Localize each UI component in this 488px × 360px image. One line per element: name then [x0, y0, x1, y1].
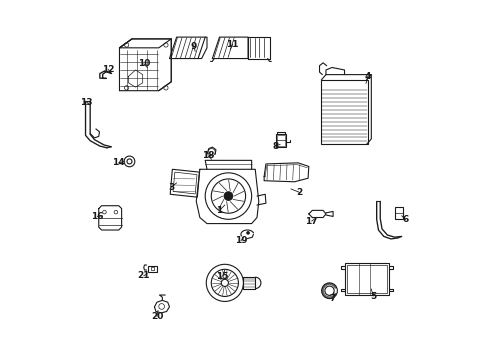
Circle shape: [221, 279, 228, 287]
Text: 7: 7: [329, 294, 335, 303]
Text: 10: 10: [137, 59, 150, 68]
Text: 14: 14: [112, 158, 125, 167]
Text: 3: 3: [168, 183, 174, 192]
Bar: [321, 80, 367, 144]
Text: 17: 17: [305, 217, 317, 226]
Text: 8: 8: [272, 141, 279, 150]
Text: 9: 9: [190, 41, 197, 50]
Text: 19: 19: [234, 236, 247, 245]
Bar: [346, 265, 386, 293]
Text: 15: 15: [216, 272, 228, 281]
Circle shape: [246, 231, 249, 234]
Bar: [148, 266, 157, 272]
Text: 5: 5: [369, 292, 375, 301]
Text: 4: 4: [364, 72, 370, 81]
Text: 16: 16: [91, 212, 103, 221]
Text: 11: 11: [226, 40, 239, 49]
Circle shape: [224, 192, 232, 201]
Text: 20: 20: [150, 312, 163, 321]
Bar: [394, 207, 403, 219]
Bar: [275, 134, 285, 147]
Text: 18: 18: [202, 151, 214, 160]
Text: 6: 6: [401, 215, 407, 224]
Text: 1: 1: [216, 206, 222, 215]
Text: 2: 2: [296, 188, 303, 197]
Bar: [344, 263, 388, 295]
Bar: [151, 267, 154, 270]
Text: 13: 13: [80, 98, 93, 107]
Bar: [277, 135, 284, 146]
Text: 21: 21: [137, 271, 150, 280]
Text: 12: 12: [102, 65, 114, 74]
